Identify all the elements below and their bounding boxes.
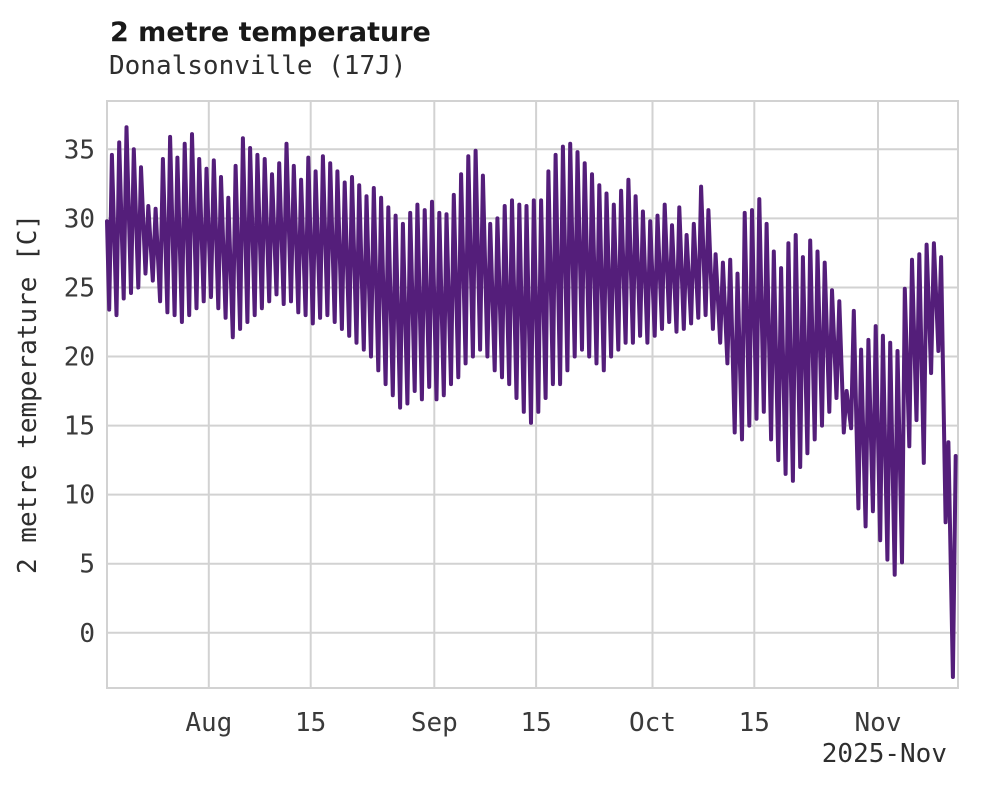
y-tick-label: 0	[79, 619, 95, 649]
x-tick-label: 15	[520, 708, 551, 738]
y-axis-label: 2 metre temperature [C]	[13, 214, 43, 574]
temperature-line	[105, 125, 958, 679]
plot-border	[106, 100, 959, 689]
chart-title: 2 metre temperature	[110, 17, 431, 48]
x-tick-label: Sep	[411, 708, 458, 738]
x-tick-label: 15	[739, 708, 770, 738]
x-axis-corner-note: 2025-Nov	[822, 739, 947, 769]
x-tick-label: Oct	[629, 708, 676, 738]
y-tick-label: 35	[64, 135, 95, 165]
tick-label-layer: 0 5 10 15 20 25 30 35 Aug 15 Sep 15 Oct 15 Nov	[64, 135, 902, 738]
x-tick-label: Nov	[855, 708, 902, 738]
y-tick-label: 20	[64, 343, 95, 373]
y-tick-label: 25	[64, 274, 95, 304]
y-tick-label: 30	[64, 204, 95, 234]
x-tick-label: Aug	[185, 708, 232, 738]
y-tick-label: 10	[64, 481, 95, 511]
y-tick-label: 5	[79, 550, 95, 580]
chart-subtitle: Donalsonville (17J)	[109, 51, 407, 81]
x-tick-label: 15	[295, 708, 326, 738]
y-tick-label: 15	[64, 412, 95, 442]
